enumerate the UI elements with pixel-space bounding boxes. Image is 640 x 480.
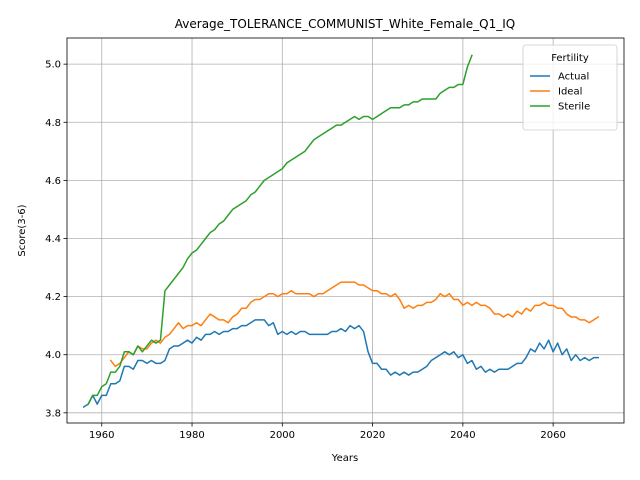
y-tick-label: 4.2 (45, 292, 61, 303)
x-tick-label: 2040 (450, 430, 475, 441)
x-tick-label: 2060 (540, 430, 565, 441)
x-tick-label: 2000 (270, 430, 295, 441)
legend-items: Actual Ideal Sterile (530, 72, 590, 113)
series-line-actual (82, 319, 600, 409)
grid-layer (67, 38, 624, 423)
chart-title: Average_TOLERANCE_COMMUNIST_White_Female… (175, 17, 515, 31)
x-axis-label: Years (331, 453, 358, 464)
y-tick-label: 4.8 (45, 118, 61, 129)
x-tick-label: 1960 (89, 430, 114, 441)
legend: Fertility Actual Ideal Sterile (522, 44, 618, 131)
y-axis-label: Score(3-6) (17, 204, 28, 256)
legend-title: Fertility (551, 53, 589, 64)
y-tick-label: 3.8 (45, 408, 61, 419)
legend-label-sterile: Sterile (558, 102, 590, 113)
y-axis-ticks: 3.8 4.0 4.2 4.4 4.6 4.8 5.0 (45, 60, 67, 419)
y-tick-label: 4.0 (45, 350, 61, 361)
series-line-ideal (109, 281, 600, 368)
legend-label-ideal: Ideal (558, 87, 582, 98)
legend-label-actual: Actual (558, 72, 589, 83)
series-layer (82, 54, 600, 409)
y-tick-label: 5.0 (45, 60, 61, 71)
x-tick-label: 2020 (360, 430, 385, 441)
x-tick-label: 1980 (179, 430, 204, 441)
plot-frame (66, 37, 625, 424)
series-line-sterile (87, 54, 473, 406)
y-tick-label: 4.4 (45, 234, 61, 245)
y-tick-label: 4.6 (45, 176, 61, 187)
x-axis-ticks: 1960 1980 2000 2020 2040 2060 (89, 423, 566, 441)
legend-box (522, 44, 618, 131)
